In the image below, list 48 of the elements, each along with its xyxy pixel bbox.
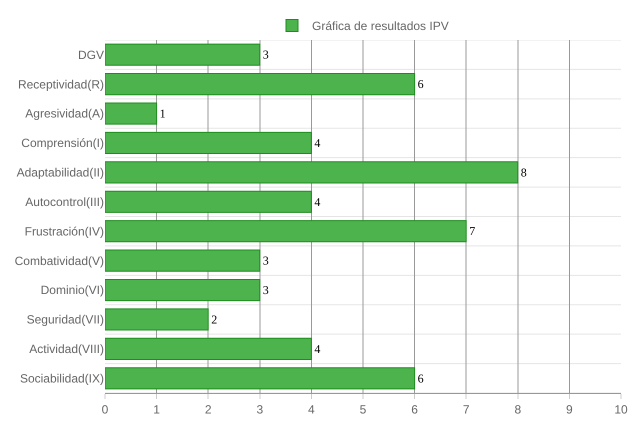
bar [105,308,209,331]
bar [105,338,312,360]
bar [105,250,260,272]
x-tick-label: 2 [204,402,212,416]
x-tick-label: 3 [256,402,264,416]
data-label: 4 [314,136,320,150]
y-tick-label: Agresividad(A) [25,106,104,121]
bar [105,190,312,213]
data-label: 6 [418,77,424,92]
data-label: 3 [262,283,269,298]
x-tick-label: 5 [360,402,367,416]
y-tick-label: Sociabilidad(IX) [20,371,104,386]
data-label: 4 [314,342,320,356]
data-label: 3 [262,48,269,62]
data-label: 7 [469,224,476,238]
bar [105,367,416,390]
bar [105,278,260,302]
data-label: 3 [262,254,269,268]
y-tick-label: Dominio(VI) [40,283,104,298]
y-tick-label: Comprensión(I) [21,136,104,150]
bar [105,73,416,96]
data-label: 2 [211,312,218,326]
x-tick-label: 0 [102,402,109,416]
legend-label: Gráfica de resultados IPV [312,19,449,34]
data-label: 4 [314,194,320,209]
y-tick-label: Actividad(VIII) [29,342,104,356]
x-tick-label: 7 [462,402,470,416]
y-tick-label: Combatividad(V) [14,254,104,268]
bar [105,44,260,66]
x-tick-label: 6 [411,402,418,416]
bar [105,220,467,242]
x-tick-label: 9 [566,402,574,416]
data-label: 8 [520,165,527,180]
data-label: 1 [160,106,166,121]
y-tick-label: Autocontrol(III) [25,194,104,209]
bar [105,132,312,154]
y-tick-label: Frustración(IV) [24,224,104,238]
y-tick-label: Receptividad(R) [18,77,104,92]
x-tick-label: 1 [153,402,160,416]
x-tick-label: 4 [308,402,316,416]
y-tick-label: Seguridad(VII) [26,312,104,327]
x-tick-label: 10 [614,402,628,416]
bar [105,102,158,125]
data-label: 6 [418,371,424,386]
x-tick-label: 8 [514,402,522,416]
y-tick-label: DGV [78,48,104,62]
bar [105,161,518,184]
y-tick-label: Adaptabilidad(II) [16,166,104,180]
